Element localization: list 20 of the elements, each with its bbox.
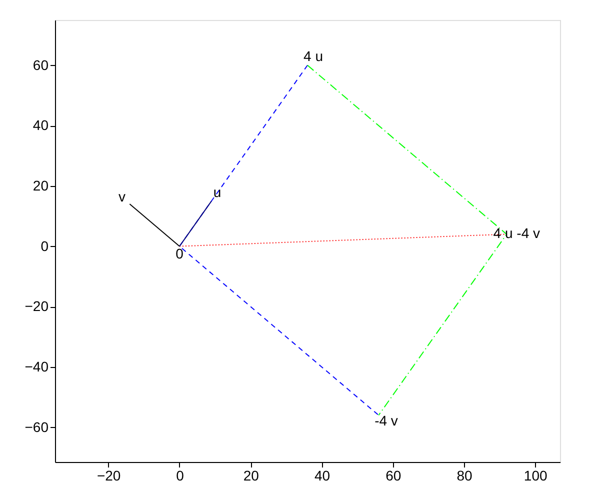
y-tick-label: 20 <box>32 177 49 194</box>
annotation: u <box>213 184 222 200</box>
x-tick-label: −20 <box>96 468 121 484</box>
y-tick-label: −40 <box>24 358 49 374</box>
annotation: 4 u <box>304 48 324 64</box>
y-tick-label: 0 <box>40 238 49 254</box>
y-tick-label: −60 <box>24 418 49 435</box>
x-tick-label: 60 <box>386 468 402 484</box>
annotation: v <box>118 188 126 205</box>
annotation: -4 v <box>374 412 398 429</box>
x-tick-label: 20 <box>243 468 260 484</box>
annotation: 4 u -4 v <box>493 224 540 241</box>
y-tick-label: 40 <box>32 117 49 134</box>
annotation: 0 <box>176 245 184 262</box>
x-tick-label: 0 <box>176 468 184 484</box>
y-tick-label: −20 <box>24 298 49 314</box>
x-tick-label: 80 <box>456 468 472 484</box>
x-tick-label: 100 <box>524 468 548 484</box>
x-tick-label: 40 <box>314 468 330 484</box>
y-tick-label: 60 <box>32 56 49 73</box>
